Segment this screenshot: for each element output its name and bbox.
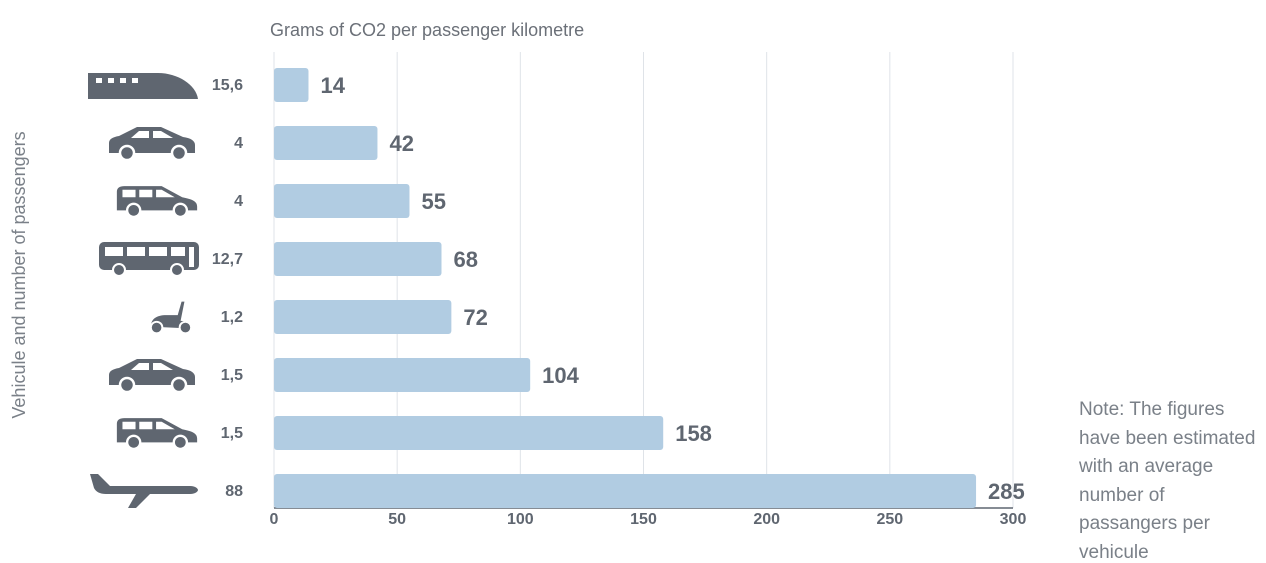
category-label: 4	[234, 135, 243, 152]
category-label: 12,7	[212, 251, 243, 268]
value-label: 68	[454, 247, 478, 272]
van-icon	[115, 416, 199, 451]
category-label: 1,5	[221, 425, 243, 442]
bar	[274, 474, 977, 508]
x-tick-label: 100	[507, 511, 534, 528]
x-tick-label: 300	[1000, 511, 1027, 528]
bar	[274, 358, 531, 392]
value-label: 42	[389, 131, 413, 156]
train-icon	[88, 73, 198, 99]
value-label: 14	[320, 73, 345, 98]
note: Note: The figures have been estimated wi…	[1079, 399, 1256, 563]
scooter-icon	[149, 300, 193, 335]
x-tick-label: 50	[388, 511, 406, 528]
category-label: 4	[234, 193, 243, 210]
chart-title: Grams of CO2 per passenger kilometre	[270, 20, 584, 40]
category-label: 1,2	[221, 309, 243, 326]
value-label: 55	[421, 189, 445, 214]
bar	[274, 126, 378, 160]
value-label: 285	[988, 479, 1025, 504]
car-icon	[107, 125, 197, 161]
bus-icon	[99, 242, 199, 276]
van-icon	[115, 184, 199, 219]
value-label: 72	[463, 305, 487, 330]
value-label: 158	[675, 421, 712, 446]
plane-icon	[90, 474, 198, 508]
value-label: 104	[542, 363, 579, 388]
y-axis-label: Vehicule and number of passengers	[9, 131, 29, 418]
bar	[274, 300, 452, 334]
bar	[274, 416, 664, 450]
x-tick-label: 150	[630, 511, 657, 528]
category-label: 1,5	[221, 367, 243, 384]
category-label: 15,6	[212, 77, 243, 94]
x-tick-label: 0	[270, 511, 279, 528]
x-tick-label: 200	[753, 511, 780, 528]
bar	[274, 242, 442, 276]
bar	[274, 68, 309, 102]
x-tick-label: 250	[876, 511, 903, 528]
category-label: 88	[225, 483, 243, 500]
car-icon	[107, 357, 197, 393]
bar	[274, 184, 410, 218]
